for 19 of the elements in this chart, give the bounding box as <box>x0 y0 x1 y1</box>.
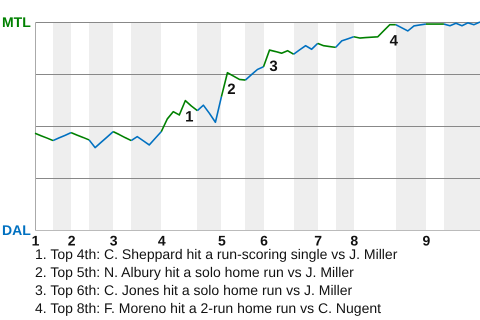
text: 4. Top 8th: F. Moreno hit a 2-run home run vs C. Nugent <box>35 299 382 317</box>
annotation: 2 <box>227 80 236 98</box>
text: MTL <box>2 14 31 30</box>
x-tick-label: 5 <box>218 232 226 248</box>
x-tick-label: 4 <box>158 232 166 248</box>
x-tick-label: 2 <box>68 232 76 248</box>
x-tick-label: 7 <box>314 232 322 248</box>
x-tick-label: 1 <box>32 232 40 248</box>
text: 2. Top 5th: N. Albury hit a solo home run vs J. Miller <box>35 263 355 281</box>
text: 3. Top 6th: C. Jones hit a solo home run vs J. Miller <box>35 281 354 299</box>
x-tick-label: 9 <box>422 232 430 248</box>
x-tick-label: 6 <box>260 232 268 248</box>
x-tick-label: 3 <box>110 232 118 248</box>
annotation: 3 <box>269 58 278 76</box>
annotation: 4 <box>390 32 399 50</box>
text: DAL <box>2 222 31 238</box>
text: 1. Top 4th: C. Sheppard hit a run-scoring single vs J. Miller <box>35 246 398 263</box>
annotation: 1 <box>185 108 194 126</box>
x-tick-label: 8 <box>350 232 358 248</box>
